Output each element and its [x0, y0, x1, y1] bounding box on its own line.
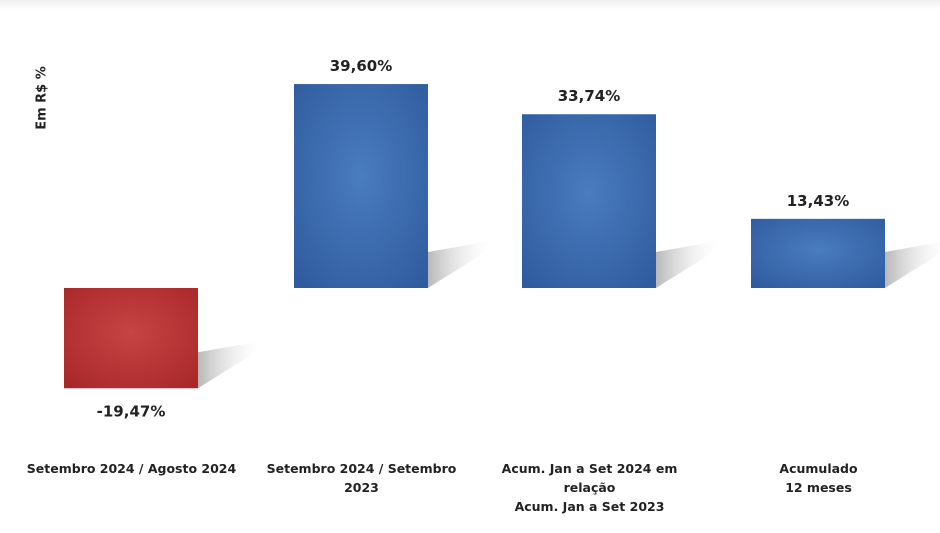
bar-shadow — [198, 340, 266, 389]
category-label-3: Acum. Jan a Set 2024 em relação Acum. Jan … — [482, 459, 697, 516]
bar-shadow — [885, 242, 940, 288]
bar-4 — [751, 218, 885, 288]
bar-shadow — [428, 240, 496, 288]
category-label-line: 2023 — [344, 480, 379, 495]
category-label-line: Acumulado — [779, 461, 858, 476]
bar-1 — [64, 288, 198, 389]
data-label-2: 39,60% — [330, 57, 392, 75]
category-label-line: Acum. Jan a Set 2023 — [514, 499, 665, 514]
data-label-4: 13,43% — [787, 192, 849, 210]
bar-2 — [294, 84, 428, 288]
bars-layer: -19,47% 39,60% 33,74% 13,43% — [64, 57, 940, 420]
category-label-line: 12 meses — [785, 480, 852, 495]
category-label-1: Setembro 2024 / Agosto 2024 — [24, 459, 239, 478]
category-label-line: Setembro 2024 / Setembro — [266, 461, 457, 476]
top-border-strip — [0, 0, 940, 10]
data-label-3: 33,74% — [558, 87, 620, 105]
bar-3 — [522, 114, 656, 288]
category-label-4: Acumulado 12 meses — [711, 459, 926, 497]
category-label-line: relação — [563, 480, 616, 495]
category-label-2: Setembro 2024 / Setembro 2023 — [254, 459, 469, 497]
data-label-1: -19,47% — [97, 402, 166, 420]
bar-shadow — [656, 240, 724, 288]
category-label-line: Acum. Jan a Set 2024 em — [501, 461, 678, 476]
category-label-line: Setembro 2024 / Agosto 2024 — [26, 461, 237, 476]
